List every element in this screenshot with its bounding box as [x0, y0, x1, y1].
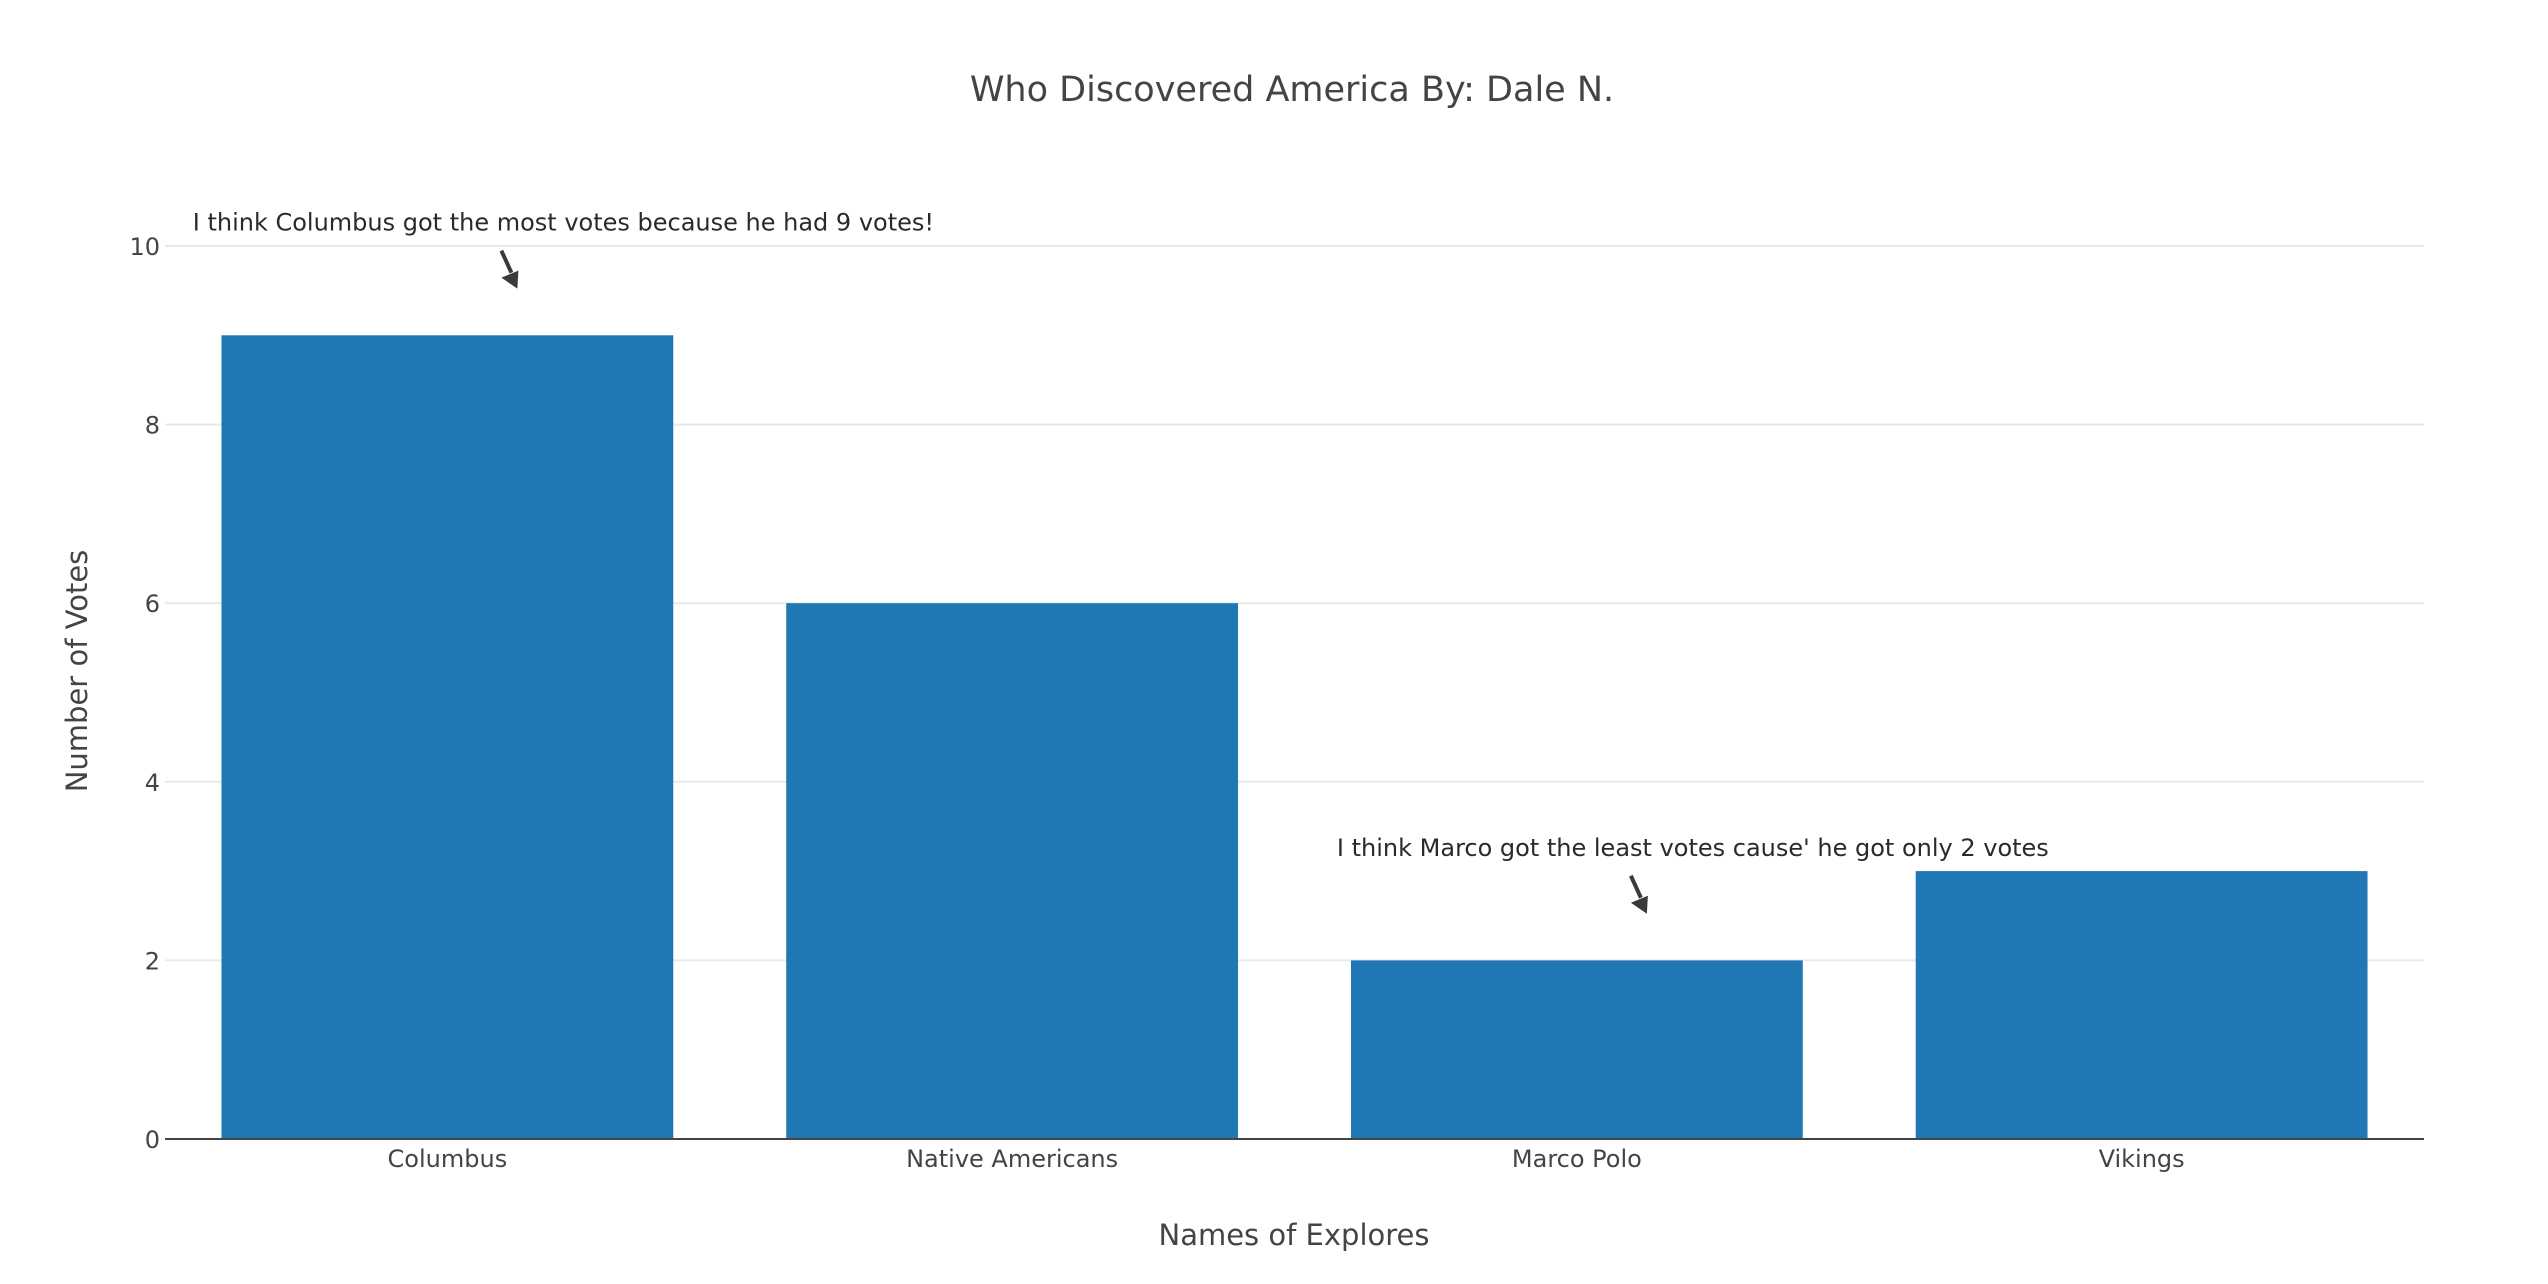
chart-title: Who Discovered America By: Dale N. — [970, 70, 1614, 110]
y-tick-label: 8 — [145, 412, 160, 440]
x-tick-labels: Columbus Native Americans Marco Polo Viking… — [388, 1145, 2185, 1173]
annotation-text: I think Marco got the least votes cause'… — [1337, 834, 2049, 862]
annotation-text: I think Columbus got the most votes beca… — [193, 209, 934, 237]
bar — [1915, 871, 2368, 1139]
y-tick-label: 0 — [145, 1126, 160, 1154]
annotation-arrow — [499, 249, 514, 274]
bar — [221, 335, 674, 1139]
bars — [221, 335, 2368, 1139]
annotation-arrow — [1629, 874, 1643, 899]
x-axis-title: Names of Explores — [1159, 1218, 1430, 1252]
x-tick-label: Native Americans — [906, 1145, 1118, 1173]
annotation-arrowhead — [1630, 895, 1648, 914]
annotation: I think Marco got the least votes cause'… — [1337, 834, 2049, 914]
x-tick-label: Vikings — [2099, 1145, 2185, 1173]
y-tick-labels: 0 2 4 6 8 10 — [129, 233, 160, 1154]
annotation-arrowhead — [501, 270, 519, 289]
y-tick-label: 2 — [145, 947, 160, 975]
y-tick-label: 6 — [145, 590, 160, 618]
x-tick-label: Marco Polo — [1512, 1145, 1642, 1173]
bar — [786, 603, 1239, 1139]
x-tick-label: Columbus — [388, 1145, 508, 1173]
bar — [1350, 960, 1803, 1139]
annotation: I think Columbus got the most votes beca… — [193, 209, 934, 289]
y-tick-label: 10 — [129, 233, 160, 261]
annotations: I think Columbus got the most votes beca… — [193, 209, 2049, 914]
y-axis-title: Number of Votes — [60, 550, 94, 793]
y-tick-label: 4 — [145, 769, 160, 797]
